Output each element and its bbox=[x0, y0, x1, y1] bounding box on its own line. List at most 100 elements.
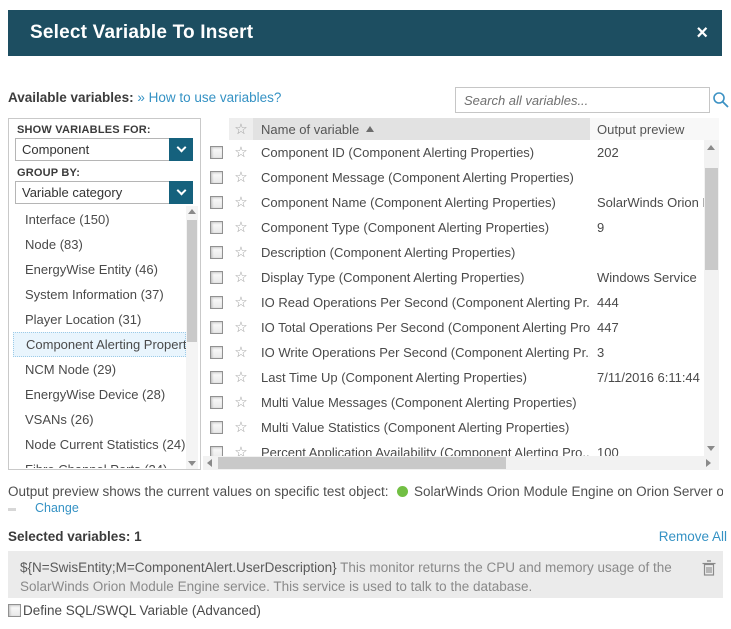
category-item[interactable]: VSANs (26) bbox=[13, 407, 186, 432]
category-list-scrollbar[interactable] bbox=[186, 206, 198, 469]
row-checkbox[interactable] bbox=[209, 171, 223, 184]
table-row[interactable]: ☆ Percent Application Availability (Comp… bbox=[203, 440, 719, 456]
row-checkbox[interactable] bbox=[209, 146, 223, 159]
favorite-star-icon[interactable]: ☆ bbox=[234, 368, 248, 386]
available-variables-row: Available variables: » How to use variab… bbox=[8, 90, 281, 105]
category-item-label: NCM Node (29) bbox=[25, 362, 117, 377]
category-item[interactable]: Node Current Statistics (24) bbox=[13, 432, 186, 457]
favorite-star-icon[interactable]: ☆ bbox=[234, 218, 248, 236]
row-checkbox[interactable] bbox=[209, 271, 223, 284]
variable-preview-value bbox=[590, 240, 719, 265]
table-row[interactable]: ☆ IO Read Operations Per Second (Compone… bbox=[203, 290, 719, 315]
category-item[interactable]: Node (83) bbox=[13, 232, 186, 257]
category-item[interactable]: Player Location (31) bbox=[13, 307, 186, 332]
scrollbar-thumb[interactable] bbox=[187, 220, 197, 342]
close-icon[interactable]: × bbox=[696, 22, 708, 44]
column-header-name-label: Name of variable bbox=[261, 121, 360, 137]
scrollbar-thumb[interactable] bbox=[218, 457, 506, 469]
category-item[interactable]: EnergyWise Device (28) bbox=[13, 382, 186, 407]
column-header-preview-label: Output preview bbox=[597, 121, 685, 137]
category-item[interactable]: Fibre Channel Ports (24) bbox=[13, 457, 186, 468]
how-to-use-variables-link[interactable]: How to use variables? bbox=[148, 90, 282, 105]
output-preview-note-text: Output preview shows the current values … bbox=[8, 484, 389, 499]
search-icon[interactable] bbox=[712, 91, 729, 108]
table-horizontal-scrollbar[interactable] bbox=[203, 456, 719, 470]
row-checkbox[interactable] bbox=[209, 246, 223, 259]
variables-filter-panel: SHOW VARIABLES FOR: Component GROUP BY: … bbox=[8, 118, 201, 470]
group-by-select[interactable]: Variable category bbox=[15, 181, 193, 204]
table-row[interactable]: ☆ IO Write Operations Per Second (Compon… bbox=[203, 340, 719, 365]
table-row[interactable]: ☆ Last Time Up (Component Alerting Prope… bbox=[203, 365, 719, 390]
scroll-down-icon[interactable] bbox=[188, 461, 196, 466]
favorite-star-icon[interactable]: ☆ bbox=[234, 418, 248, 436]
favorite-star-icon[interactable]: ☆ bbox=[234, 243, 248, 261]
favorite-star-icon[interactable]: ☆ bbox=[234, 193, 248, 211]
category-item-label: Interface (150) bbox=[25, 212, 110, 227]
table-row[interactable]: ☆ Component ID (Component Alerting Prope… bbox=[203, 140, 719, 165]
search-input[interactable] bbox=[455, 87, 710, 113]
scroll-up-icon[interactable] bbox=[707, 145, 715, 150]
category-list: Interface (150) Node (83) EnergyWise Ent… bbox=[13, 207, 186, 468]
category-item-label: Node (83) bbox=[25, 237, 83, 252]
trash-icon[interactable] bbox=[702, 560, 716, 576]
scroll-left-icon[interactable] bbox=[207, 459, 212, 467]
remove-all-link[interactable]: Remove All bbox=[658, 529, 727, 544]
table-vertical-scrollbar[interactable] bbox=[704, 140, 719, 456]
chevron-down-icon[interactable] bbox=[169, 138, 193, 161]
change-test-object-link[interactable]: Change bbox=[35, 501, 79, 515]
column-header-preview[interactable]: Output preview bbox=[590, 118, 719, 140]
row-checkbox[interactable] bbox=[209, 196, 223, 209]
category-item-label: EnergyWise Device (28) bbox=[25, 387, 166, 402]
favorite-star-icon[interactable]: ☆ bbox=[234, 443, 248, 457]
show-variables-for-select[interactable]: Component bbox=[15, 138, 193, 161]
chevron-down-icon[interactable] bbox=[169, 181, 193, 204]
table-row[interactable]: ☆ IO Total Operations Per Second (Compon… bbox=[203, 315, 719, 340]
sort-ascending-icon bbox=[366, 126, 375, 132]
table-row[interactable]: ☆ Multi Value Statistics (Component Aler… bbox=[203, 415, 719, 440]
define-sql-checkbox[interactable] bbox=[8, 604, 21, 617]
group-by-value: Variable category bbox=[22, 185, 123, 200]
row-checkbox[interactable] bbox=[209, 396, 223, 409]
favorite-star-icon[interactable]: ☆ bbox=[229, 118, 253, 140]
favorite-star-icon[interactable]: ☆ bbox=[234, 293, 248, 311]
category-item[interactable]: NCM Node (29) bbox=[13, 357, 186, 382]
table-row[interactable]: ☆ Component Type (Component Alerting Pro… bbox=[203, 215, 719, 240]
table-row[interactable]: ☆ Multi Value Messages (Component Alerti… bbox=[203, 390, 719, 415]
variable-name: IO Read Operations Per Second (Component… bbox=[261, 295, 590, 310]
category-item[interactable]: Component Alerting Properti.. bbox=[13, 332, 186, 357]
variable-rows: ☆ Component ID (Component Alerting Prope… bbox=[203, 140, 719, 456]
favorite-star-icon[interactable]: ☆ bbox=[234, 393, 248, 411]
table-row[interactable]: ☆ Description (Component Alerting Proper… bbox=[203, 240, 719, 265]
row-checkbox[interactable] bbox=[209, 421, 223, 434]
row-checkbox[interactable] bbox=[209, 446, 223, 456]
row-checkbox[interactable] bbox=[209, 321, 223, 334]
scrollbar-thumb[interactable] bbox=[705, 168, 718, 270]
column-header-name[interactable]: Name of variable bbox=[253, 118, 590, 140]
variable-name: IO Total Operations Per Second (Componen… bbox=[261, 320, 590, 335]
scroll-right-icon[interactable] bbox=[706, 459, 711, 467]
table-row[interactable]: ☆ Component Name (Component Alerting Pro… bbox=[203, 190, 719, 215]
variable-token: ${N=SwisEntity;M=ComponentAlert.UserDesc… bbox=[20, 560, 337, 575]
category-item[interactable]: EnergyWise Entity (46) bbox=[13, 257, 186, 282]
row-checkbox[interactable] bbox=[209, 346, 223, 359]
define-sql-row: Define SQL/SWQL Variable (Advanced) bbox=[8, 603, 261, 618]
row-checkbox[interactable] bbox=[209, 371, 223, 384]
row-checkbox[interactable] bbox=[209, 221, 223, 234]
category-item-label: Component Alerting Properti.. bbox=[26, 337, 186, 352]
favorite-star-icon[interactable]: ☆ bbox=[234, 143, 248, 161]
favorite-star-icon[interactable]: ☆ bbox=[234, 318, 248, 336]
table-row[interactable]: ☆ Component Message (Component Alerting … bbox=[203, 165, 719, 190]
category-item[interactable]: Interface (150) bbox=[13, 207, 186, 232]
table-row[interactable]: ☆ Display Type (Component Alerting Prope… bbox=[203, 265, 719, 290]
scroll-down-icon[interactable] bbox=[707, 446, 715, 451]
variable-name: Multi Value Messages (Component Alerting… bbox=[261, 395, 577, 410]
show-variables-for-value: Component bbox=[22, 142, 90, 157]
category-item-label: EnergyWise Entity (46) bbox=[25, 262, 158, 277]
favorite-star-icon[interactable]: ☆ bbox=[234, 268, 248, 286]
favorite-star-icon[interactable]: ☆ bbox=[234, 343, 248, 361]
category-item[interactable]: System Information (37) bbox=[13, 282, 186, 307]
variable-name: Component Type (Component Alerting Prope… bbox=[261, 220, 550, 235]
row-checkbox[interactable] bbox=[209, 296, 223, 309]
favorite-star-icon[interactable]: ☆ bbox=[234, 168, 248, 186]
scroll-up-icon[interactable] bbox=[188, 209, 196, 214]
